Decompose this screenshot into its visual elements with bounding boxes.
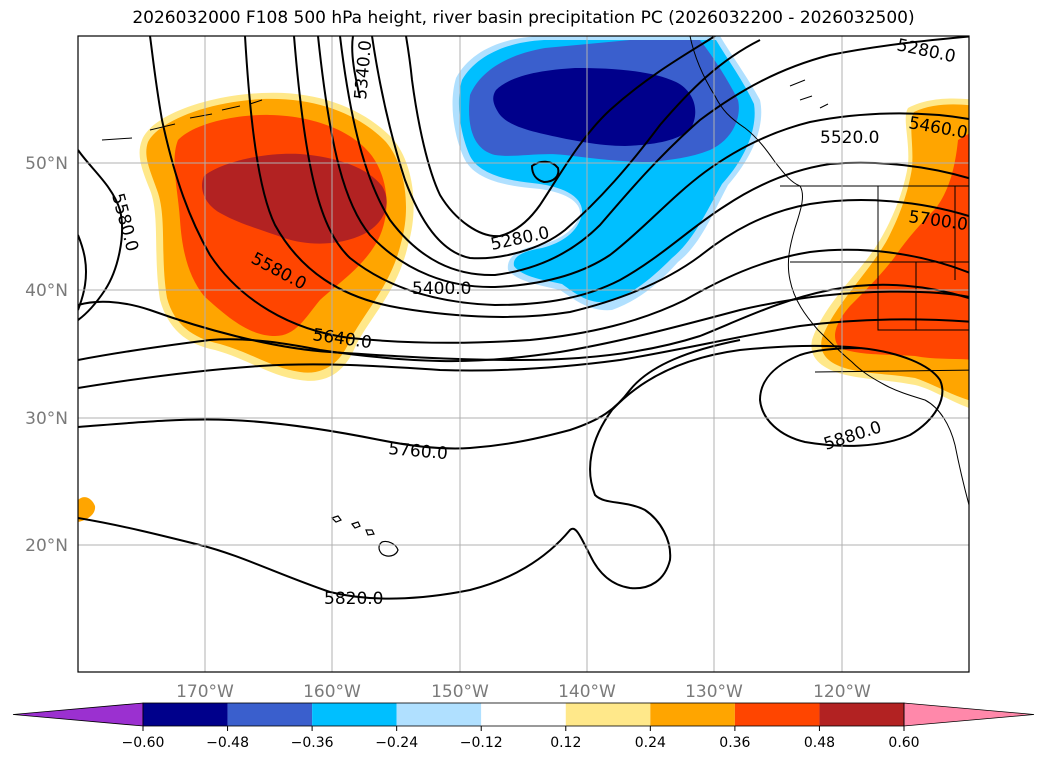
- lon-tick-labels: 170°W 160°W 150°W 140°W 130°W 120°W: [176, 682, 871, 702]
- lat-tick-labels: 50°N 40°N 30°N 20°N: [25, 154, 68, 556]
- positive-anomaly-hawaii-west: [78, 497, 96, 522]
- colorbar-tick: 0.48: [804, 735, 835, 751]
- colorbar-frame: [142, 702, 905, 727]
- positive-anomaly-north-pacific: [139, 92, 414, 381]
- graticule: [78, 36, 969, 672]
- lat-tick-50n: 50°N: [25, 154, 68, 174]
- colorbar-tick: −0.60: [122, 735, 165, 751]
- colorbar-tick: 0.12: [550, 735, 581, 751]
- colorbar: −0.60 −0.48 −0.36 −0.24 −0.12 0.12 0.24 …: [12, 702, 1035, 751]
- colorbar-extend-high: [903, 702, 1035, 727]
- negative-anomaly-gulf-of-alaska: [452, 36, 762, 311]
- map-panel: 5340.0 5580.0 5280.0 5280.0 5520.0 5460.…: [78, 36, 969, 672]
- lon-tick-150w: 150°W: [431, 682, 489, 702]
- colorbar-tick: −0.36: [291, 735, 334, 751]
- colorbar-segment: [819, 703, 904, 726]
- lat-tick-30n: 30°N: [25, 409, 68, 429]
- hawaii-islands: [330, 515, 399, 557]
- colorbar-tick: −0.48: [206, 735, 249, 751]
- colorbar-segment: [734, 703, 820, 726]
- map-title: 2026032000 F108 500 hPa height, river ba…: [132, 8, 915, 28]
- colorbar-tick: 0.60: [888, 735, 919, 751]
- colorbar-tick: −0.24: [375, 735, 418, 751]
- lon-tick-130w: 130°W: [685, 682, 743, 702]
- colorbar-segment: [227, 703, 313, 726]
- colorbar-segment: [143, 703, 228, 726]
- contour-label-5820: 5820.0: [324, 589, 383, 609]
- lon-tick-160w: 160°W: [303, 682, 361, 702]
- colorbar-tick: 0.36: [719, 735, 750, 751]
- lon-tick-140w: 140°W: [558, 682, 616, 702]
- colorbar-segment: [481, 703, 566, 726]
- lon-tick-170w: 170°W: [176, 682, 234, 702]
- colorbar-segment: [650, 703, 735, 726]
- colorbar-tick: −0.12: [460, 735, 503, 751]
- map-frame: [77, 35, 970, 673]
- contour-label-5400: 5400.0: [412, 279, 471, 299]
- colorbar-ticks: −0.60 −0.48 −0.36 −0.24 −0.12 0.12 0.24 …: [122, 735, 920, 751]
- lat-tick-40n: 40°N: [25, 281, 68, 301]
- colorbar-segment: [312, 703, 397, 726]
- lon-tick-120w: 120°W: [813, 682, 871, 702]
- colorbar-tick: 0.24: [635, 735, 666, 751]
- coastlines: [101, 36, 969, 506]
- height-contours: [78, 36, 969, 600]
- contour-label-5520: 5520.0: [820, 128, 879, 148]
- lat-tick-20n: 20°N: [25, 536, 68, 556]
- colorbar-segment: [396, 703, 482, 726]
- colorbar-segment: [565, 703, 651, 726]
- colorbar-segments: [12, 702, 1035, 731]
- colorbar-extend-low: [12, 702, 144, 727]
